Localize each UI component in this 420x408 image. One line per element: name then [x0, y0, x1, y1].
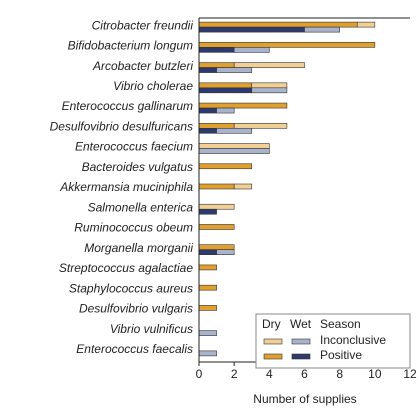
bar [251, 82, 288, 89]
bar [198, 122, 235, 129]
category-label: Ruminococcus obeum [74, 221, 193, 235]
legend-swatch [263, 353, 283, 360]
bar [198, 82, 253, 89]
legend-box [255, 313, 411, 369]
category-label: Enterococcus faecium [75, 140, 193, 154]
legend-group: Wet [290, 317, 312, 331]
bar [198, 62, 235, 68]
bar [198, 47, 235, 53]
bar [198, 148, 270, 154]
bar [198, 203, 235, 210]
bar [198, 21, 358, 28]
x-tick-label: 6 [301, 367, 308, 381]
bar [198, 244, 235, 251]
category-label: Staphylococcus aureus [69, 281, 193, 295]
category-label: Streptococcus agalactiae [59, 261, 193, 275]
category-label: Bacteroides vulgatus [82, 160, 193, 174]
category-label: Citrobacter freundii [92, 18, 194, 32]
bar [198, 107, 217, 114]
bar [198, 224, 235, 230]
bar [198, 208, 217, 215]
bar [356, 21, 376, 28]
category-label: Vibrio vulnificus [110, 322, 193, 336]
bar [198, 102, 288, 109]
legend-label: Positive [320, 348, 362, 362]
category-label: Bifidobacterium longum [68, 39, 193, 53]
x-axis-label: Number of supplies [253, 392, 356, 406]
bar [198, 127, 217, 134]
bar [251, 87, 288, 94]
bar [198, 264, 217, 271]
x-tick-label: 2 [231, 367, 238, 381]
bar [216, 249, 235, 256]
x-tick-label: 4 [266, 367, 273, 381]
legend-label: Inconclusive [320, 333, 386, 347]
bar [198, 330, 217, 336]
bar [198, 143, 270, 149]
x-tick-label: 12 [403, 367, 417, 381]
bar [198, 26, 305, 33]
category-label: Arcobacter butzleri [92, 59, 193, 73]
bar [198, 249, 217, 256]
bar [233, 47, 270, 53]
legend-group: Dry [262, 317, 281, 331]
legend-title: Season [320, 317, 361, 331]
bar [198, 350, 217, 357]
category-label: Desulfovibrio desulfuricans [50, 119, 193, 133]
category-label: Akkermansia muciniphila [59, 180, 193, 194]
bar [198, 284, 217, 291]
bar [216, 67, 253, 73]
x-tick-label: 10 [368, 367, 382, 381]
bar [233, 183, 253, 190]
x-tick-label: 0 [196, 367, 203, 381]
category-label: Salmonella enterica [88, 200, 194, 214]
bar [198, 183, 235, 190]
bar [198, 163, 253, 170]
bar [198, 42, 376, 48]
category-label: Morganella morganii [84, 241, 193, 255]
category-label: Enterococcus faecalis [76, 342, 193, 356]
bar [216, 127, 253, 134]
legend-swatch [263, 338, 283, 345]
legend-swatch [291, 338, 311, 345]
bar [233, 122, 288, 129]
bar [198, 87, 253, 94]
bar [198, 67, 217, 73]
category-label: Enterococcus gallinarum [62, 99, 193, 113]
category-label: Desulfovibrio vulgaris [79, 302, 193, 316]
x-tick-label: 8 [336, 367, 343, 381]
bar [198, 305, 217, 311]
bar [304, 26, 340, 33]
category-label: Vibrio cholerae [113, 79, 193, 93]
bar [233, 62, 305, 68]
legend-swatch [291, 353, 311, 360]
bar [216, 107, 235, 114]
